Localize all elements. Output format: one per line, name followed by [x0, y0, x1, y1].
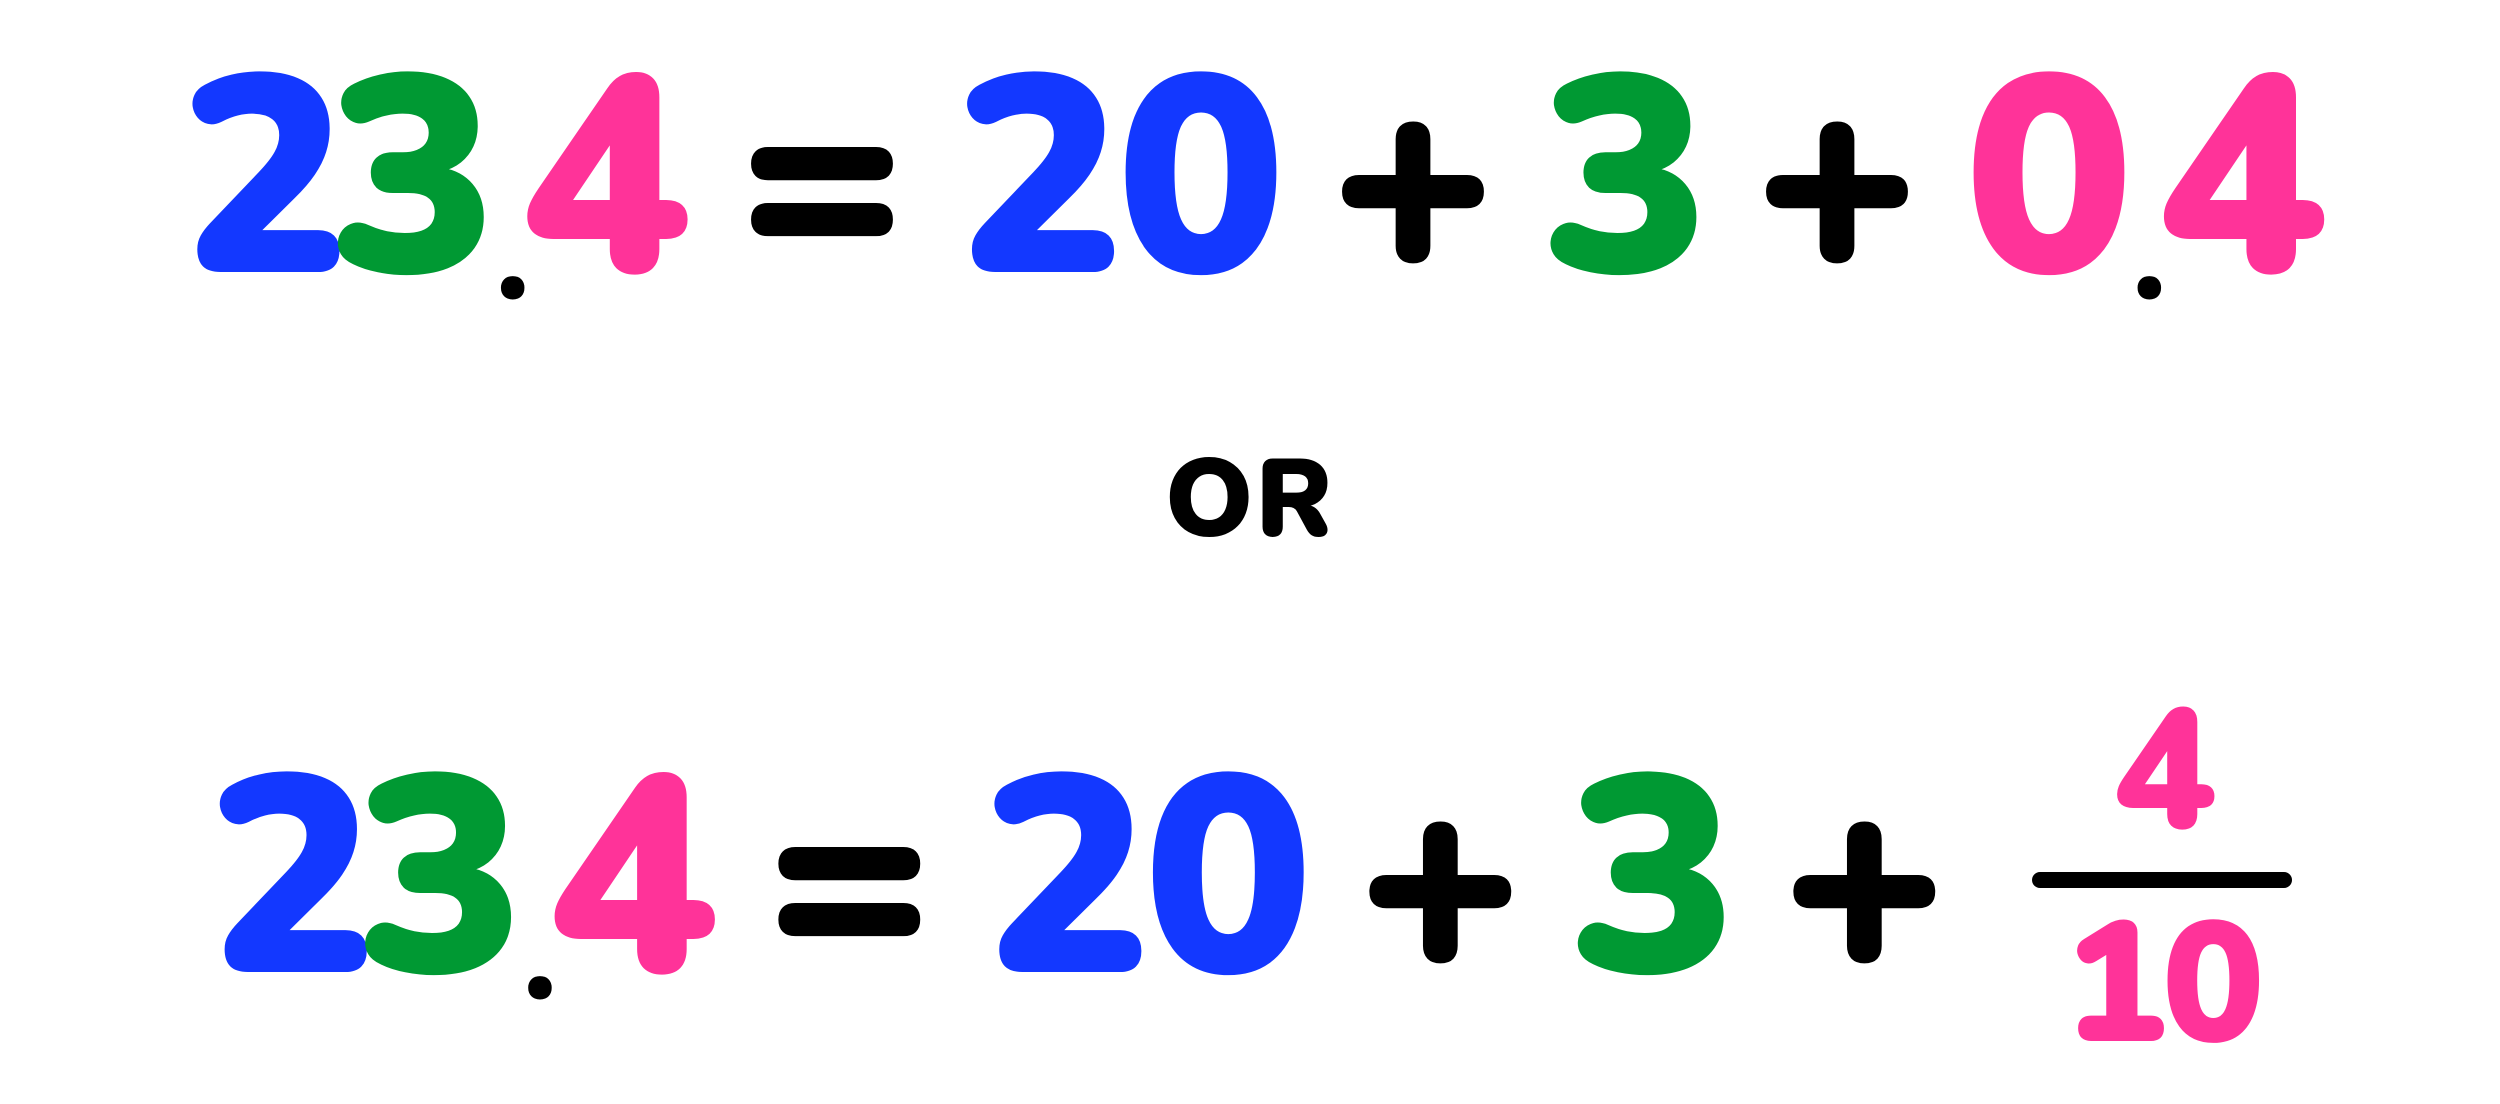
plus-sign: + [1730, 740, 1992, 1020]
plus-sign: + [1306, 740, 1568, 1020]
rhs-ones: 3 [1541, 40, 1703, 320]
rhs-tenths-four: 4 [2158, 40, 2320, 320]
or-separator: OR [0, 440, 2500, 560]
lhs-tens-digit: 2 [180, 40, 342, 320]
lhs-tens-digit: 2 [208, 740, 370, 1020]
or-label: OR [1165, 445, 1335, 555]
math-infographic: 2 3 . 4 = 20 + 3 + 0 . 4 OR 2 3 . 4 = 20… [0, 0, 2500, 1104]
lhs-decimal-point: . [490, 179, 535, 342]
lhs-tenths-digit: 4 [548, 740, 710, 1020]
equation-line-1: 2 3 . 4 = 20 + 3 + 0 . 4 [0, 30, 2500, 330]
fraction-numerator: 4 [2113, 693, 2211, 855]
rhs-decimal-point: . [2127, 179, 2172, 342]
lhs-ones-digit: 3 [356, 740, 518, 1020]
rhs-tens: 20 [955, 40, 1279, 320]
rhs-fraction: 4 10 [2032, 693, 2292, 1068]
equals-sign: = [710, 740, 982, 1020]
equation-line-2: 2 3 . 4 = 20 + 3 + 4 10 [0, 700, 2500, 1060]
fraction-denominator: 10 [2064, 906, 2260, 1068]
rhs-tenths-zero: 0 [1965, 40, 2127, 320]
equals-sign: = [683, 40, 955, 320]
lhs-decimal-point: . [518, 879, 563, 1042]
plus-sign: + [1703, 40, 1965, 320]
lhs-tenths-digit: 4 [521, 40, 683, 320]
lhs-ones-digit: 3 [328, 40, 490, 320]
rhs-tens: 20 [982, 740, 1306, 1020]
rhs-ones: 3 [1568, 740, 1730, 1020]
plus-sign: + [1279, 40, 1541, 320]
